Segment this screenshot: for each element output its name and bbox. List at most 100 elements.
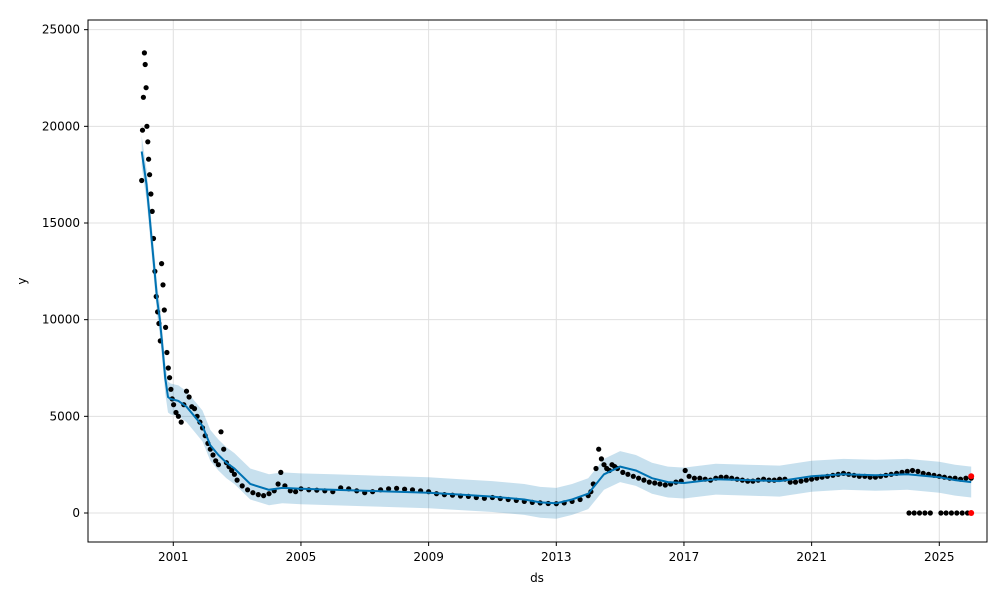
- observed-point: [904, 468, 910, 474]
- observed-point: [160, 282, 166, 288]
- observed-point: [402, 486, 408, 492]
- observed-point: [141, 50, 147, 56]
- observed-point: [598, 456, 605, 462]
- observed-point: [630, 473, 636, 479]
- changepoint-markers: [968, 473, 975, 516]
- y-tick-label: 0: [72, 506, 80, 520]
- observed-point: [143, 85, 149, 91]
- observed-point: [159, 261, 165, 267]
- observed-point: [948, 510, 955, 516]
- observed-point: [682, 467, 688, 474]
- x-tick-label: 2025: [924, 550, 955, 564]
- observed-point: [386, 486, 392, 492]
- observed-point: [906, 510, 912, 516]
- x-tick-label: 2001: [158, 550, 189, 564]
- observed-point: [278, 469, 284, 475]
- observed-point: [636, 475, 642, 481]
- observed-point: [662, 482, 668, 488]
- observed-point: [287, 488, 293, 494]
- observed-point: [394, 485, 400, 491]
- observed-point: [250, 490, 256, 496]
- forecast-line: [140, 151, 972, 505]
- observed-point: [787, 479, 793, 485]
- y-tick-label: 25000: [42, 23, 80, 37]
- x-axis-ticks: 2001 2005 2009 2013 2017 2021 2025: [158, 542, 955, 564]
- observed-point: [239, 483, 245, 489]
- observed-point: [943, 510, 949, 516]
- observed-point: [229, 467, 235, 474]
- observed-point: [261, 493, 267, 499]
- observed-point: [266, 491, 272, 497]
- observed-point: [149, 208, 155, 214]
- y-tick-label: 5000: [49, 409, 80, 423]
- observed-point: [657, 481, 663, 487]
- observed-point: [593, 465, 599, 472]
- observed-point: [646, 479, 652, 485]
- observed-point: [234, 477, 240, 483]
- y-tick-label: 15000: [42, 216, 80, 230]
- uncertainty-band: [141, 136, 972, 519]
- observed-point: [218, 429, 224, 435]
- observed-point: [213, 458, 219, 464]
- observed-point: [686, 473, 692, 479]
- observed-point: [173, 409, 179, 416]
- y-tick-label: 20000: [42, 119, 80, 133]
- observed-point: [165, 365, 171, 371]
- observed-point: [792, 479, 799, 485]
- observed-point: [175, 413, 181, 419]
- observed-point: [596, 446, 602, 452]
- observed-point: [191, 406, 198, 412]
- observed-point: [911, 510, 917, 516]
- observed-point: [916, 510, 923, 516]
- observed-point: [409, 487, 416, 493]
- observed-point: [139, 127, 146, 133]
- grid-lines: [88, 20, 987, 542]
- observed-point: [959, 510, 965, 516]
- observed-point: [963, 475, 969, 481]
- y-tick-label: 10000: [42, 313, 80, 327]
- observed-point: [909, 467, 916, 474]
- observed-point: [168, 386, 174, 392]
- observed-point: [245, 487, 251, 493]
- forecast-trend-line: [140, 151, 972, 505]
- observed-point: [145, 139, 151, 145]
- x-tick-label: 2013: [541, 550, 572, 564]
- x-tick-label: 2009: [413, 550, 444, 564]
- observed-point: [164, 349, 170, 356]
- observed-point: [620, 469, 626, 475]
- y-axis-label: y: [15, 277, 29, 284]
- observed-point: [215, 462, 221, 468]
- observed-point: [167, 375, 173, 381]
- observed-point: [147, 172, 153, 178]
- observed-point: [210, 452, 216, 458]
- observed-point: [577, 496, 583, 503]
- observed-point: [798, 478, 804, 484]
- observed-point: [652, 480, 658, 486]
- observed-point: [178, 419, 184, 425]
- observed-point: [691, 475, 698, 481]
- observed-point: [142, 61, 148, 68]
- observed-point: [183, 388, 190, 394]
- observed-point: [148, 191, 154, 197]
- observed-point: [255, 492, 261, 498]
- observed-point: [221, 446, 227, 452]
- observed-point: [938, 510, 944, 516]
- observed-point: [163, 324, 169, 330]
- x-tick-label: 2005: [286, 550, 317, 564]
- observed-point: [625, 471, 631, 477]
- x-tick-label: 2017: [669, 550, 700, 564]
- observed-point: [186, 394, 192, 400]
- interval-band-area: [141, 136, 972, 519]
- changepoint-point: [968, 473, 975, 480]
- observed-point: [601, 462, 607, 468]
- x-tick-label: 2021: [796, 550, 827, 564]
- observed-point: [231, 471, 237, 477]
- observed-point: [922, 510, 928, 516]
- observed-point: [139, 177, 145, 184]
- observed-point: [954, 510, 960, 516]
- y-axis-ticks: 0 5000 10000 15000 20000 25000: [42, 23, 88, 520]
- observed-point: [915, 468, 921, 474]
- observed-point: [697, 475, 703, 481]
- observed-point: [171, 402, 177, 408]
